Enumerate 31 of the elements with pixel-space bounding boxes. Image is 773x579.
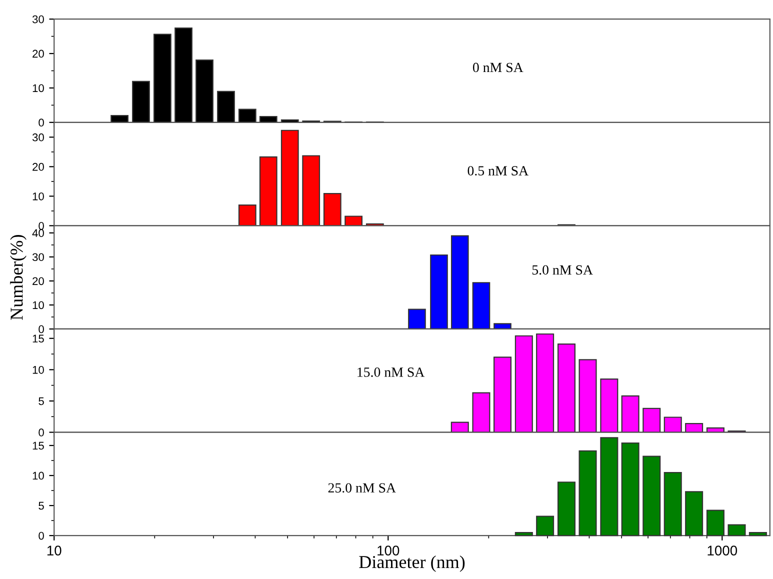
x-tick-label: 100: [378, 546, 400, 556]
y-tick-label: 20: [32, 50, 44, 58]
annotation: 0.5 nM SA: [468, 166, 528, 176]
x-tick-label: 1000: [708, 546, 738, 556]
y-tick-label: 20: [32, 277, 44, 286]
y-tick-label: 40: [32, 229, 44, 238]
x-axis-title: Diameter (nm): [359, 555, 465, 572]
annotation: 15.0 nM SA: [358, 368, 425, 377]
y-tick-label: 10: [32, 192, 44, 200]
y-tick-label: 30: [32, 15, 44, 24]
y-tick-label: 0: [38, 222, 44, 230]
annotation: 0 nM SA: [472, 62, 524, 72]
y-tick-label: 0: [38, 428, 44, 436]
annotation: 25.0 nM SA: [328, 483, 396, 493]
y-tick-label: 30: [32, 133, 44, 142]
y-tick-label: 15: [32, 442, 44, 450]
y-tick-label: 5: [38, 397, 44, 406]
y-axis-title: Number(%): [10, 235, 26, 320]
y-tick-label: 10: [32, 301, 44, 310]
y-tick-label: 10: [32, 366, 44, 374]
y-tick-label: 0: [38, 532, 44, 540]
annotation: 5.0 nM SA: [532, 265, 593, 275]
y-tick-label: 10: [32, 472, 44, 480]
y-tick-label: 15: [32, 334, 44, 343]
y-tick-label: 10: [32, 84, 44, 92]
x-tick-label: 10: [47, 546, 62, 556]
y-tick-label: 0: [38, 325, 44, 334]
y-tick-label: 20: [32, 162, 44, 171]
y-tick-label: 30: [32, 253, 44, 262]
y-tick-label: 0: [38, 118, 44, 127]
y-tick-label: 5: [38, 502, 44, 510]
